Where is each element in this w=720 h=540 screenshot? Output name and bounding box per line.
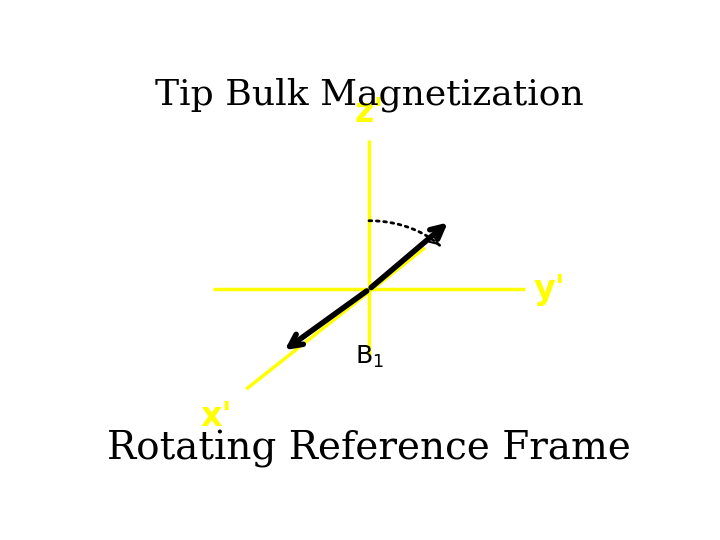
Text: x': x' — [201, 400, 233, 433]
Text: Tip Bulk Magnetization: Tip Bulk Magnetization — [155, 77, 583, 112]
Text: z': z' — [354, 96, 384, 129]
Text: B$_1$: B$_1$ — [355, 343, 384, 369]
Text: Rotating Reference Frame: Rotating Reference Frame — [107, 430, 631, 468]
Text: y': y' — [534, 273, 565, 306]
